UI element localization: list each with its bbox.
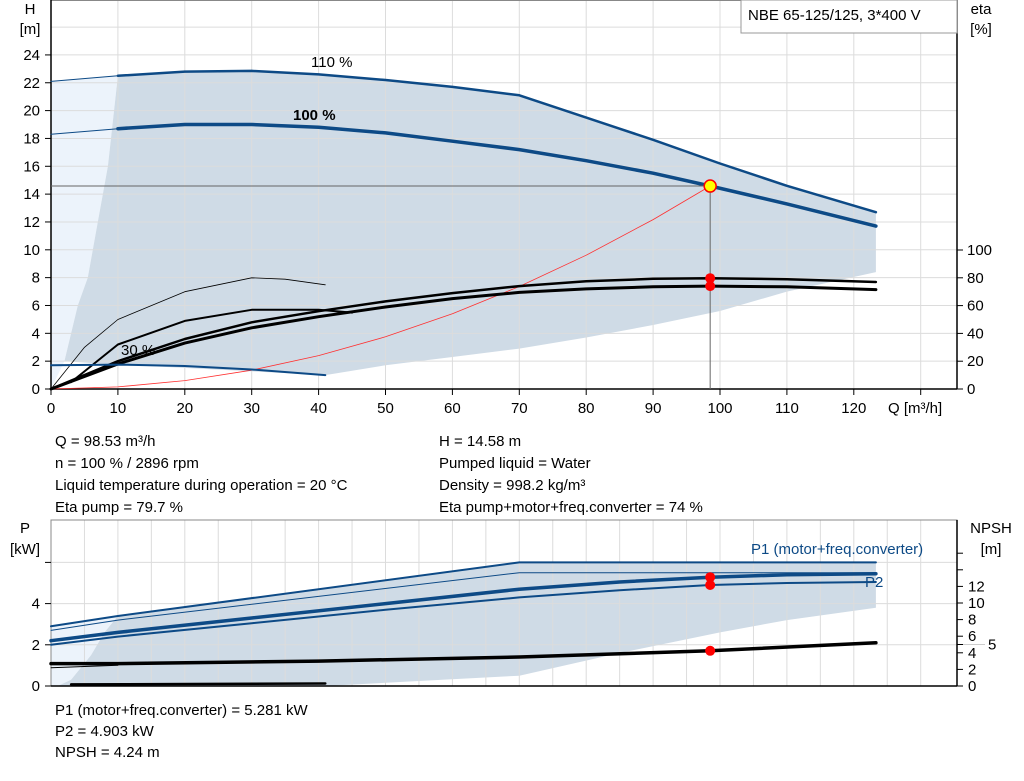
h-tick-label: 12: [23, 214, 40, 231]
q-tick-label: 0: [47, 400, 55, 417]
result-q: Q = 98.53 m³/h: [55, 433, 156, 450]
result-h: H = 14.58 m: [439, 433, 522, 450]
eta-tick-label: 60: [967, 298, 984, 315]
p2-100-curve: [50, 581, 877, 646]
p1-100-curve: [49, 571, 878, 643]
npsh-axis-unit: [m]: [981, 541, 1002, 558]
eta-tick-label: 20: [967, 353, 984, 370]
duty-eta-pump-marker: [705, 273, 716, 284]
results-right: H = 14.58 m Pumped liquid = Water Densit…: [439, 431, 703, 519]
q-tick-label: 100: [707, 400, 732, 417]
results-left: Q = 98.53 m³/h n = 100 % / 2896 rpm Liqu…: [55, 431, 347, 519]
result-eta-pump: Eta pump = 79.7 %: [55, 499, 183, 516]
npsh-extension: [50, 664, 119, 669]
p-tick-label: 2: [32, 637, 40, 654]
duty-eta-total-marker: [705, 281, 716, 292]
h-tick-label: 16: [23, 158, 40, 175]
result-p2: P2 = 4.903 kW: [55, 723, 154, 740]
duty-p2-marker: [705, 579, 716, 590]
npsh-tick-label: 0: [968, 678, 976, 695]
label-p2: P2: [865, 574, 883, 591]
h-tick-label: 8: [32, 270, 40, 287]
npsh-tick-label: 4: [968, 645, 976, 662]
system-curve: [50, 185, 711, 390]
q-tick-label: 20: [176, 400, 193, 417]
duty-p1-marker: [705, 572, 716, 583]
npsh-tick-label: 2: [968, 661, 976, 678]
p2-110-curve: [50, 572, 877, 631]
legend-box: NBE 65-125/125, 3*400 V: [740, 0, 958, 34]
h-tick-label: 14: [23, 186, 40, 203]
result-liquid: Pumped liquid = Water: [439, 455, 591, 472]
label-30-percent: 30 %: [121, 342, 155, 359]
npsh-axis-title: NPSH: [970, 520, 1012, 537]
h-axis-title: H: [25, 1, 36, 18]
result-npsh: NPSH = 4.24 m: [55, 744, 160, 761]
h-tick-label: 2: [32, 353, 40, 370]
h-tick-label: 6: [32, 297, 40, 314]
head-100-extension: [50, 128, 119, 135]
p-axis-unit: [kW]: [10, 541, 40, 558]
p-axis-title: P: [20, 520, 30, 537]
eta-pump-30-curve: [50, 277, 326, 390]
npsh-tick-label: 6: [968, 628, 976, 645]
h-axis-unit: [m]: [20, 21, 41, 38]
p-tick-label: 0: [32, 678, 40, 695]
head-110-extension: [50, 75, 119, 82]
operating-range: [64, 70, 876, 376]
result-eta-total: Eta pump+motor+freq.converter = 74 %: [439, 499, 703, 516]
eta-tick-label: 80: [967, 270, 984, 287]
results-bottom: P1 (motor+freq.converter) = 5.281 kW P2 …: [55, 700, 308, 763]
result-speed: n = 100 % / 2896 rpm: [55, 455, 199, 472]
q-tick-label: 110: [775, 400, 799, 417]
result-temperature: Liquid temperature during operation = 20…: [55, 477, 348, 494]
h-tick-label: 18: [23, 130, 40, 147]
npsh-tick-label: 10: [968, 595, 985, 612]
head-30-curve: [50, 363, 327, 377]
q-axis-title: Q [m³/h]: [888, 400, 942, 417]
eta-tick-label: 0: [967, 381, 975, 398]
p-tick-label: 4: [32, 596, 40, 613]
duty-npsh-marker: [705, 645, 716, 656]
npsh-tick-label: 12: [968, 578, 985, 595]
h-tick-label: 4: [32, 325, 40, 342]
label-p1: P1 (motor+freq.converter): [751, 541, 923, 558]
q-tick-label: 50: [377, 400, 394, 417]
npsh-tick-label: 8: [968, 612, 976, 629]
h-tick-label: 0: [32, 381, 40, 398]
q-tick-label: 10: [110, 400, 127, 417]
eta-tick-label: 100: [967, 242, 992, 259]
npsh-curve: [49, 641, 878, 666]
power-range: [57, 562, 876, 686]
h-tick-label: 10: [23, 242, 40, 259]
p1-110-curve: [50, 561, 877, 628]
h-tick-label: 22: [23, 75, 40, 92]
eta-axis-title: eta: [971, 1, 993, 18]
q-tick-label: 40: [310, 400, 327, 417]
q-tick-label: 60: [444, 400, 461, 417]
q-tick-label: 80: [578, 400, 595, 417]
result-density: Density = 998.2 kg/m³: [439, 477, 586, 494]
label-110-percent: 110 %: [311, 54, 352, 71]
power-30-curve: [69, 682, 327, 686]
pump-model-label: NBE 65-125/125, 3*400 V: [748, 7, 921, 24]
head-100-curve: [116, 122, 878, 228]
duty-point-marker: [703, 179, 717, 193]
q-tick-label: 120: [841, 400, 866, 417]
operating-range-light: [51, 75, 118, 390]
h-tick-label: 24: [23, 47, 40, 64]
label-100-percent: 100 %: [293, 107, 336, 124]
q-tick-label: 70: [511, 400, 528, 417]
q-tick-label: 90: [645, 400, 662, 417]
q-tick-label: 30: [243, 400, 260, 417]
eta-axis-unit: [%]: [970, 21, 992, 38]
head-110-curve: [116, 69, 878, 214]
npsh-tick-label: 5: [988, 637, 996, 654]
h-tick-label: 20: [23, 103, 40, 120]
eta-tick-label: 40: [967, 325, 984, 342]
result-p1: P1 (motor+freq.converter) = 5.281 kW: [55, 702, 308, 719]
